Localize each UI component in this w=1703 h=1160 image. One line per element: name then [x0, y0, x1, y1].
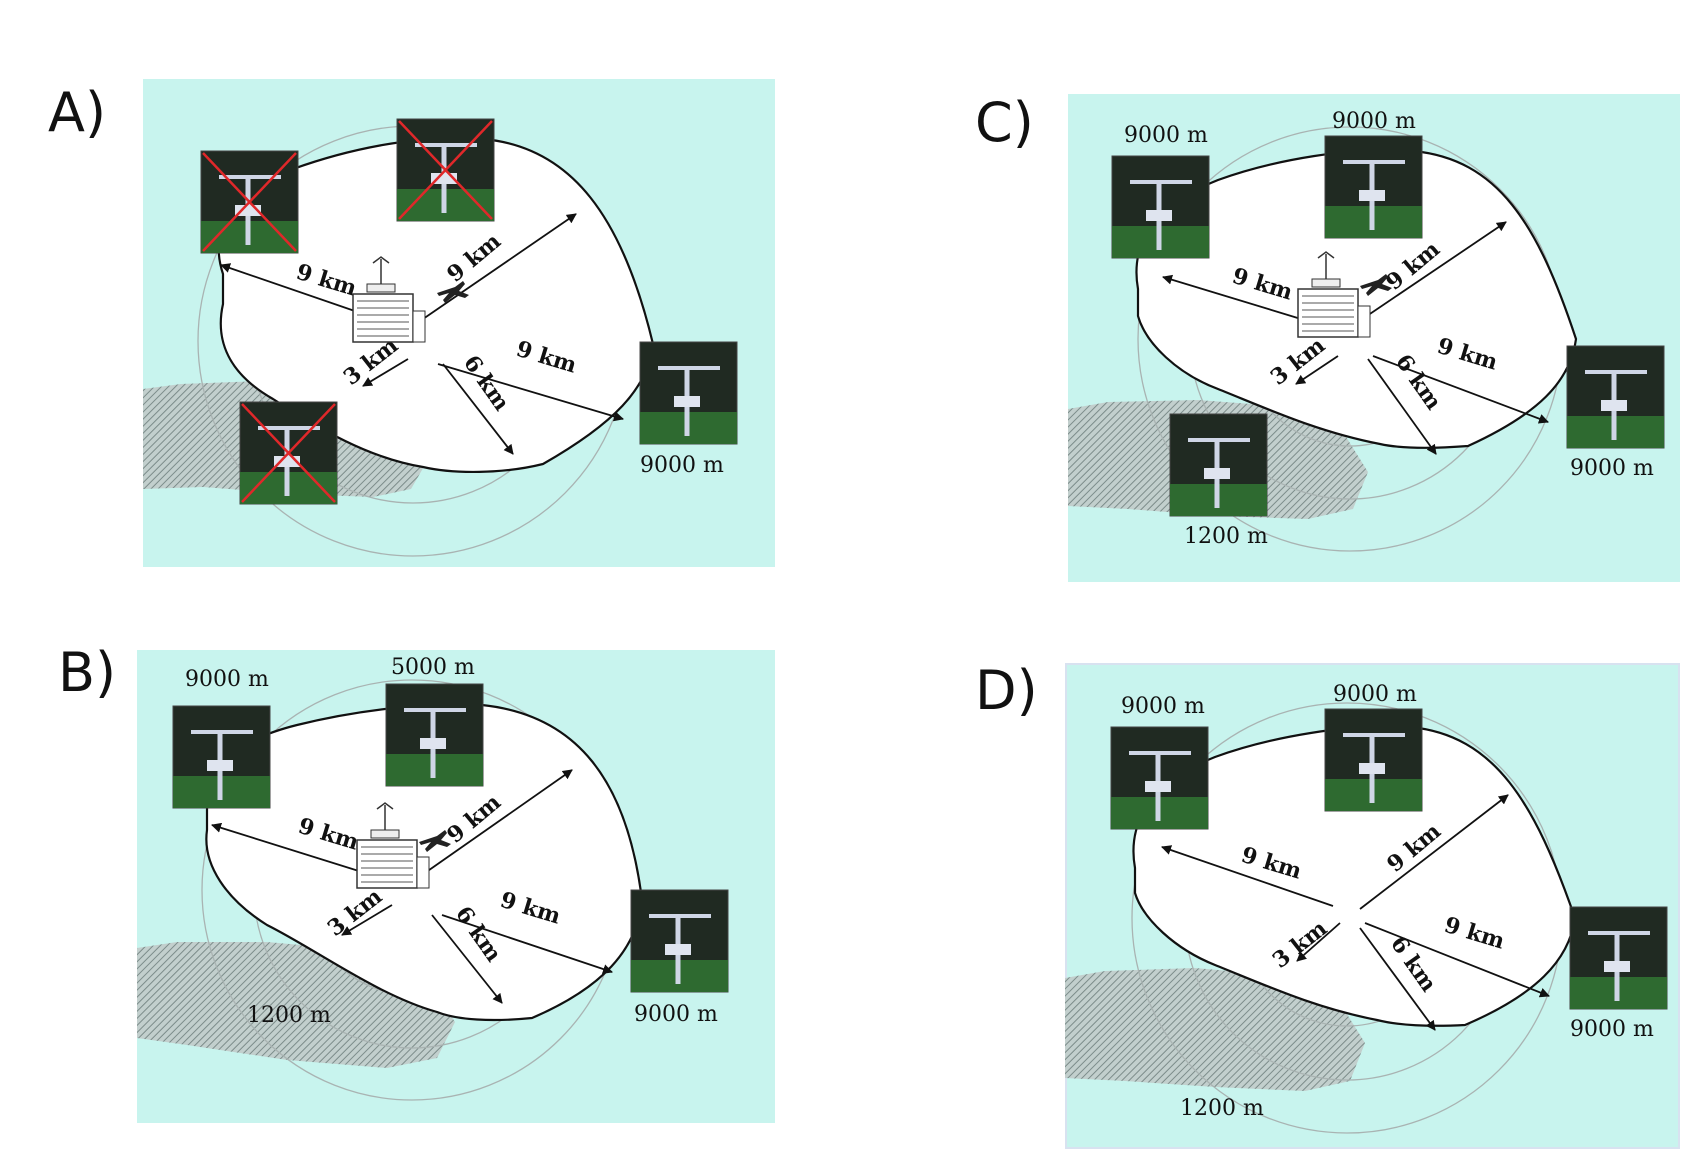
station-altitude-top: 9000 m: [1333, 682, 1417, 707]
weather-station-lower-left: [240, 402, 337, 504]
weather-station-top: [397, 119, 494, 221]
panel-b: 9 km 9 km 9 km 6 km 3 km 9000 m 5000 m 9…: [137, 650, 775, 1123]
weather-station-right: [631, 890, 728, 992]
weather-station-top: [386, 684, 483, 786]
station-altitude-lower-left: 1200 m: [1184, 524, 1268, 549]
panel-a: 9 km 9 km 9 km 6 km 3 km 9000 m: [143, 79, 775, 567]
station-altitude-top: 5000 m: [391, 655, 475, 680]
panel-d: 9 km 9 km 9 km 6 km 3 km 9000 m 9000 m 9…: [1065, 663, 1680, 1149]
weather-station-right: [640, 342, 737, 444]
weather-station-right: [1567, 346, 1664, 448]
station-altitude-right: 9000 m: [634, 1002, 718, 1027]
panel-label-b: B): [58, 646, 116, 700]
station-altitude-upper-left: 9000 m: [185, 667, 269, 692]
weather-station-top: [1325, 709, 1422, 811]
panel-label-d: D): [975, 664, 1038, 718]
weather-station-top: [1325, 136, 1422, 238]
panel-label-c: C): [975, 96, 1034, 150]
station-altitude-upper-left: 9000 m: [1124, 123, 1208, 148]
weather-station-upper-left: [173, 706, 270, 808]
weather-station-right: [1570, 907, 1667, 1009]
weather-station-upper-left: [201, 151, 298, 253]
terrain-altitude-label: 1200 m: [1180, 1096, 1264, 1121]
weather-station-upper-left: [1112, 156, 1209, 258]
weather-station-upper-left: [1111, 727, 1208, 829]
panel-c: 9 km 9 km 9 km 6 km 3 km 9000 m 9000 m 9…: [1068, 94, 1680, 582]
panel-label-a: A): [48, 86, 106, 140]
terrain-altitude-label: 1200 m: [247, 1003, 331, 1028]
station-altitude-top: 9000 m: [1332, 109, 1416, 134]
station-altitude-right: 9000 m: [1570, 456, 1654, 481]
station-altitude-right: 9000 m: [1570, 1017, 1654, 1042]
station-altitude-upper-left: 9000 m: [1121, 694, 1205, 719]
weather-station-lower-left: [1170, 414, 1267, 516]
station-altitude-right: 9000 m: [640, 453, 724, 478]
